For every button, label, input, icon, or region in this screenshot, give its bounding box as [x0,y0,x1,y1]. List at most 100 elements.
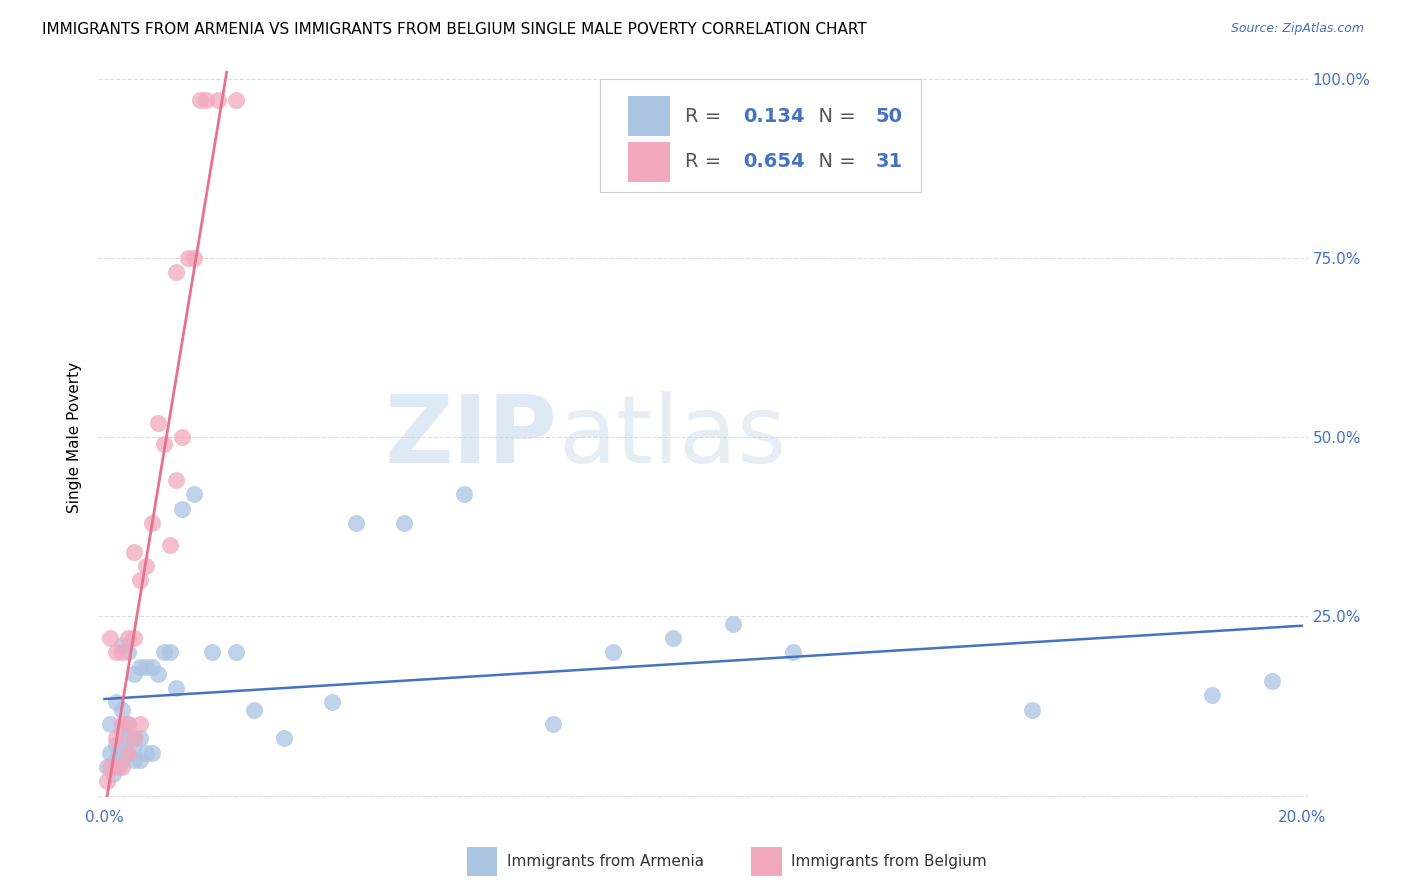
Point [111,760,134,774]
Point [243,702,266,716]
Point [108,760,131,774]
Text: Source: ZipAtlas.com: Source: ZipAtlas.com [1230,22,1364,36]
Point [117,746,139,760]
Point [124,666,146,681]
Point [602,645,624,659]
Point [129,753,152,767]
Point [148,416,170,430]
Point [321,695,343,709]
Point [117,746,139,760]
Point [165,473,187,487]
Point [165,681,187,695]
Point [165,265,187,279]
Point [153,645,176,659]
Point [135,746,157,760]
Point [782,645,804,659]
Point [117,717,139,731]
Point [159,645,181,659]
Point [117,731,139,746]
Text: 0.134: 0.134 [742,107,804,126]
Point [148,666,170,681]
Text: IMMIGRANTS FROM ARMENIA VS IMMIGRANTS FROM BELGIUM SINGLE MALE POVERTY CORRELATI: IMMIGRANTS FROM ARMENIA VS IMMIGRANTS FR… [42,22,868,37]
FancyBboxPatch shape [628,96,671,136]
Text: N =: N = [806,107,862,126]
Point [195,93,218,107]
Point [103,767,125,781]
Text: Immigrants from Belgium: Immigrants from Belgium [792,854,987,869]
Point [129,717,152,731]
Point [100,746,122,760]
Point [177,251,200,265]
Y-axis label: Single Male Poverty: Single Male Poverty [67,361,83,513]
Point [141,516,163,530]
Point [153,437,176,451]
Point [117,717,139,731]
Point [141,659,163,673]
FancyBboxPatch shape [628,142,671,182]
Point [344,516,367,530]
Point [273,731,295,746]
Point [117,645,139,659]
Point [135,559,157,574]
Point [105,695,128,709]
Point [129,659,152,673]
Point [543,717,565,731]
Point [1201,688,1223,702]
Point [105,645,128,659]
Point [124,631,146,645]
Point [135,659,157,673]
Point [111,739,134,753]
Point [105,753,128,767]
Text: 50: 50 [876,107,903,126]
Point [159,538,181,552]
Text: 31: 31 [876,153,903,171]
Point [100,631,122,645]
Point [124,545,146,559]
Point [100,717,122,731]
Point [172,430,194,444]
Point [188,93,211,107]
Point [111,724,134,739]
Point [129,574,152,588]
FancyBboxPatch shape [600,78,921,192]
Point [96,774,118,789]
Text: N =: N = [806,153,862,171]
Text: 0.654: 0.654 [742,153,804,171]
Point [721,616,744,631]
Point [105,739,128,753]
FancyBboxPatch shape [751,847,782,876]
Point [225,93,247,107]
Point [96,760,118,774]
Point [207,93,229,107]
Point [129,731,152,746]
Point [111,645,134,659]
Point [172,501,194,516]
Point [1021,702,1043,716]
Point [111,753,134,767]
Point [662,631,685,645]
Text: atlas: atlas [558,391,786,483]
Point [111,702,134,716]
Text: Immigrants from Armenia: Immigrants from Armenia [508,854,704,869]
Point [124,739,146,753]
Point [105,760,128,774]
Point [117,631,139,645]
Point [111,717,134,731]
Point [124,731,146,746]
Point [100,760,122,774]
FancyBboxPatch shape [467,847,498,876]
Point [111,638,134,652]
Point [124,731,146,746]
Point [225,645,247,659]
Point [141,746,163,760]
Point [392,516,415,530]
Text: ZIP: ZIP [385,391,558,483]
Point [124,753,146,767]
Point [201,645,224,659]
Point [183,487,205,501]
Point [453,487,475,501]
Point [105,731,128,746]
Text: R =: R = [685,153,727,171]
Point [183,251,205,265]
Point [1260,673,1282,688]
